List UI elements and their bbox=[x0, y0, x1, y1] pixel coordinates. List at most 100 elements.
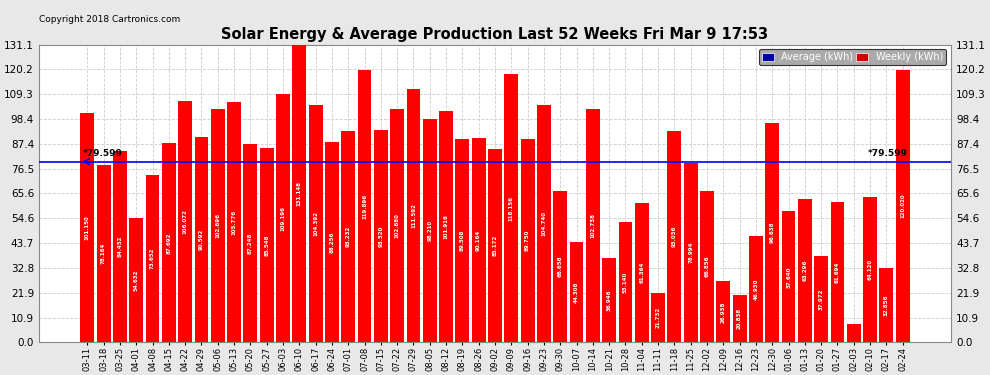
Text: 54.632: 54.632 bbox=[134, 270, 139, 291]
Text: 85.548: 85.548 bbox=[264, 234, 269, 256]
Text: 57.640: 57.640 bbox=[786, 266, 791, 288]
Text: 90.592: 90.592 bbox=[199, 229, 204, 250]
Text: 78.994: 78.994 bbox=[688, 242, 693, 264]
Bar bbox=[504, 74, 518, 342]
Text: 37.972: 37.972 bbox=[819, 289, 824, 310]
Bar bbox=[488, 149, 502, 342]
Text: 109.196: 109.196 bbox=[280, 206, 285, 231]
Bar bbox=[619, 222, 633, 342]
Text: 64.120: 64.120 bbox=[867, 259, 872, 280]
Text: 78.164: 78.164 bbox=[101, 243, 106, 264]
Bar bbox=[782, 211, 796, 342]
Text: 96.638: 96.638 bbox=[770, 222, 775, 243]
Bar bbox=[259, 148, 273, 342]
Text: 26.938: 26.938 bbox=[721, 301, 726, 322]
Text: 46.930: 46.930 bbox=[753, 278, 758, 300]
Text: 93.036: 93.036 bbox=[672, 226, 677, 248]
Bar bbox=[325, 142, 339, 342]
Text: 44.308: 44.308 bbox=[574, 281, 579, 303]
Bar bbox=[863, 197, 877, 342]
Bar bbox=[390, 109, 404, 342]
Text: 119.896: 119.896 bbox=[362, 194, 367, 219]
Text: 104.392: 104.392 bbox=[313, 211, 318, 236]
Bar bbox=[146, 175, 159, 342]
Text: 88.256: 88.256 bbox=[330, 231, 335, 253]
Text: 105.776: 105.776 bbox=[232, 210, 237, 235]
Text: 90.164: 90.164 bbox=[476, 230, 481, 251]
Bar bbox=[798, 199, 812, 342]
Bar bbox=[700, 190, 714, 342]
Bar bbox=[423, 119, 437, 342]
Text: 63.296: 63.296 bbox=[802, 260, 808, 281]
Bar bbox=[244, 144, 257, 342]
Bar bbox=[717, 281, 731, 342]
Bar bbox=[896, 70, 910, 342]
Text: *79.599: *79.599 bbox=[82, 149, 123, 158]
Text: 102.738: 102.738 bbox=[590, 213, 595, 238]
Bar bbox=[130, 218, 144, 342]
Text: 66.658: 66.658 bbox=[557, 256, 562, 278]
Bar bbox=[309, 105, 323, 342]
Bar bbox=[374, 130, 388, 342]
Bar bbox=[586, 109, 600, 342]
Bar bbox=[602, 258, 616, 342]
Text: 73.652: 73.652 bbox=[150, 248, 155, 270]
Text: 120.020: 120.020 bbox=[900, 194, 905, 218]
Text: 106.072: 106.072 bbox=[182, 210, 188, 234]
Text: 102.680: 102.680 bbox=[395, 213, 400, 238]
Bar bbox=[553, 191, 567, 342]
Text: 93.232: 93.232 bbox=[346, 226, 350, 247]
Text: 20.838: 20.838 bbox=[738, 308, 742, 329]
Bar bbox=[684, 163, 698, 342]
Bar bbox=[831, 202, 844, 342]
Bar bbox=[97, 165, 111, 342]
Bar bbox=[521, 138, 535, 342]
Bar bbox=[635, 203, 648, 342]
Text: 84.452: 84.452 bbox=[118, 236, 123, 257]
Bar bbox=[472, 138, 486, 342]
Bar bbox=[162, 143, 176, 342]
Bar bbox=[292, 45, 306, 342]
Text: 61.364: 61.364 bbox=[640, 262, 644, 284]
Text: 98.210: 98.210 bbox=[428, 220, 433, 242]
Text: 66.856: 66.856 bbox=[705, 256, 710, 277]
Bar bbox=[667, 131, 681, 342]
Bar bbox=[733, 295, 746, 342]
Text: 93.520: 93.520 bbox=[378, 226, 383, 247]
Text: 32.856: 32.856 bbox=[884, 294, 889, 316]
Bar bbox=[749, 236, 763, 342]
Bar bbox=[537, 105, 550, 342]
Text: 21.732: 21.732 bbox=[655, 307, 660, 328]
Bar bbox=[651, 293, 665, 342]
Text: 53.140: 53.140 bbox=[623, 272, 628, 293]
Text: 87.248: 87.248 bbox=[248, 232, 252, 254]
Bar bbox=[814, 256, 828, 342]
Bar bbox=[357, 70, 371, 342]
Bar bbox=[276, 94, 290, 342]
Bar bbox=[765, 123, 779, 342]
Text: 118.156: 118.156 bbox=[509, 196, 514, 221]
Text: 104.740: 104.740 bbox=[542, 211, 546, 236]
Text: 131.148: 131.148 bbox=[297, 181, 302, 206]
Bar bbox=[407, 89, 421, 342]
Title: Solar Energy & Average Production Last 52 Weeks Fri Mar 9 17:53: Solar Energy & Average Production Last 5… bbox=[222, 27, 768, 42]
Bar bbox=[178, 102, 192, 342]
Text: 89.508: 89.508 bbox=[460, 230, 465, 252]
Bar bbox=[440, 111, 453, 342]
Text: 61.694: 61.694 bbox=[835, 262, 840, 283]
Text: 102.696: 102.696 bbox=[215, 213, 220, 238]
Bar bbox=[227, 102, 241, 342]
Text: 111.592: 111.592 bbox=[411, 203, 416, 228]
Text: 101.150: 101.150 bbox=[85, 215, 90, 240]
Bar bbox=[846, 324, 860, 342]
Bar bbox=[569, 242, 583, 342]
Text: 85.172: 85.172 bbox=[492, 235, 498, 256]
Legend: Average (kWh), Weekly (kWh): Average (kWh), Weekly (kWh) bbox=[759, 50, 946, 65]
Bar bbox=[113, 151, 127, 342]
Bar bbox=[455, 139, 469, 342]
Text: *79.599: *79.599 bbox=[867, 149, 908, 158]
Text: 36.946: 36.946 bbox=[607, 290, 612, 311]
Bar bbox=[211, 109, 225, 342]
Bar bbox=[879, 268, 893, 342]
Bar bbox=[194, 136, 208, 342]
